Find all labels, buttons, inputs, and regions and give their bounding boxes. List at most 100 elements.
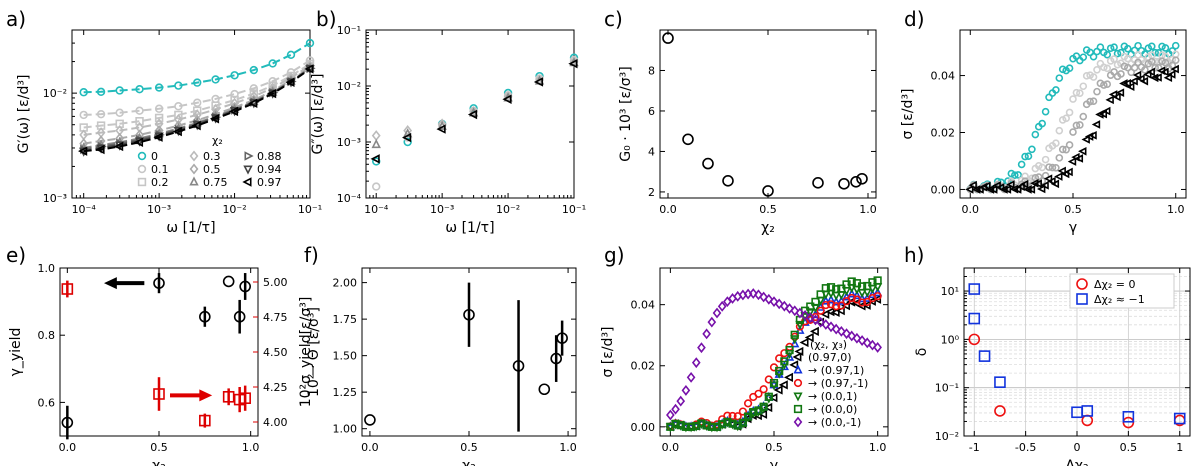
data-point: [153, 388, 165, 400]
data-point: [79, 88, 88, 97]
y-tick-label: 0.02: [631, 360, 656, 373]
legend-label: Δχ₂ = 0: [1094, 278, 1136, 291]
data-point: [728, 419, 737, 428]
legend-marker: [244, 151, 254, 161]
data-point: [821, 300, 830, 310]
data-point: [780, 300, 789, 312]
data-point: [837, 284, 846, 293]
legend-label: 0.88: [257, 150, 282, 163]
series-0.3: [371, 56, 579, 142]
legend-label: → (0.0,-1): [808, 416, 861, 429]
data-point: [738, 418, 748, 427]
data-point: [249, 65, 259, 75]
data-point: [268, 59, 277, 68]
data-point: [61, 416, 74, 429]
data-point: [467, 109, 478, 120]
y-right-tick-label: 4.75: [263, 311, 288, 324]
series-0.97: [965, 64, 1179, 194]
data-point: [809, 326, 819, 336]
data-point: [1126, 82, 1135, 92]
data-point: [1132, 70, 1142, 80]
data-point: [1019, 179, 1029, 189]
data-point: [718, 420, 727, 429]
data-point: [1062, 114, 1070, 123]
data-point: [863, 297, 872, 307]
data-point: [769, 378, 779, 388]
y-axis-label: 10² · Θ [ε/σ³]: [306, 307, 322, 397]
x-tick-label: 1.0: [242, 441, 260, 454]
series-Δχ₂ ≈ −1: [968, 283, 1186, 425]
data-point: [764, 394, 774, 404]
annotation-arrows: [104, 277, 213, 402]
data-point: [1076, 89, 1084, 97]
data-point: [831, 323, 841, 335]
data-point: [1170, 64, 1179, 74]
data-point: [135, 116, 144, 126]
data-point: [1079, 112, 1088, 121]
data-point: [285, 77, 295, 87]
data-point: [1040, 181, 1049, 190]
x-axis-label: ω [1/τ]: [445, 220, 494, 236]
data-point: [847, 293, 856, 303]
data-point: [1038, 163, 1046, 172]
y-tick-label: 10⁻³: [337, 136, 361, 149]
x-tick-label: 1.0: [1167, 203, 1185, 216]
series-0: [79, 38, 315, 97]
data-point: [985, 185, 995, 194]
data-point: [671, 419, 680, 428]
y-tick-label: 0.00: [931, 183, 956, 196]
data-point: [230, 89, 239, 99]
data-point: [697, 419, 706, 428]
x-tick-label: 10⁻²: [496, 203, 520, 216]
data-point: [1153, 73, 1162, 82]
legend: Δχ₂ = 0 Δχ₂ ≈ −1: [1069, 273, 1175, 309]
data-point: [999, 185, 1008, 194]
data-point: [1120, 62, 1129, 71]
data-point: [994, 376, 1006, 388]
data-point: [550, 352, 562, 365]
data-point: [775, 366, 784, 376]
data-point: [686, 371, 696, 383]
data-point: [868, 278, 877, 287]
panel-label-h: h): [904, 243, 924, 267]
data-point: [748, 288, 758, 299]
data-point: [816, 290, 825, 299]
y-tick-label: 10¹: [941, 285, 959, 298]
legend-marker: [793, 364, 803, 374]
x-axis-label: χ₂: [761, 220, 775, 236]
panel-f: 0.0 0.5 1.0 1.00 1.25 1.50 1.75 2.00 χ₂ 10² · Θ […: [306, 267, 577, 466]
data-point: [1093, 87, 1101, 96]
data-point: [1069, 128, 1077, 136]
data-point: [1033, 179, 1042, 188]
x-axis-label: γ: [770, 458, 778, 466]
data-point: [1139, 76, 1149, 86]
data-point: [743, 399, 753, 408]
data-point: [1062, 145, 1070, 154]
data-point: [1014, 171, 1023, 179]
y-tick-label: 10⁻¹: [935, 382, 959, 395]
data-point: [1041, 107, 1050, 116]
data-point: [1065, 108, 1074, 117]
data-point: [790, 330, 799, 339]
data-point: [1100, 81, 1108, 89]
data-point: [1024, 152, 1033, 161]
y-tick-label: 0.8: [38, 329, 56, 342]
data-point: [1006, 180, 1015, 189]
data-point: [743, 413, 753, 423]
data-point: [707, 316, 717, 328]
x-tick-label: -0.5: [1015, 441, 1036, 454]
data-point: [1050, 179, 1060, 189]
x-tick-label: -1: [969, 441, 980, 454]
data-point: [686, 422, 696, 431]
data-point: [1088, 131, 1097, 140]
data-point: [768, 393, 778, 403]
data-point: [372, 182, 381, 191]
data-point: [785, 345, 794, 355]
y-tick-label: 0.6: [38, 396, 56, 409]
data-point: [784, 351, 795, 361]
data-point: [172, 126, 182, 137]
data-point: [1076, 121, 1084, 129]
data-point: [538, 383, 551, 396]
data-point: [873, 292, 882, 301]
data-point: [364, 414, 376, 426]
